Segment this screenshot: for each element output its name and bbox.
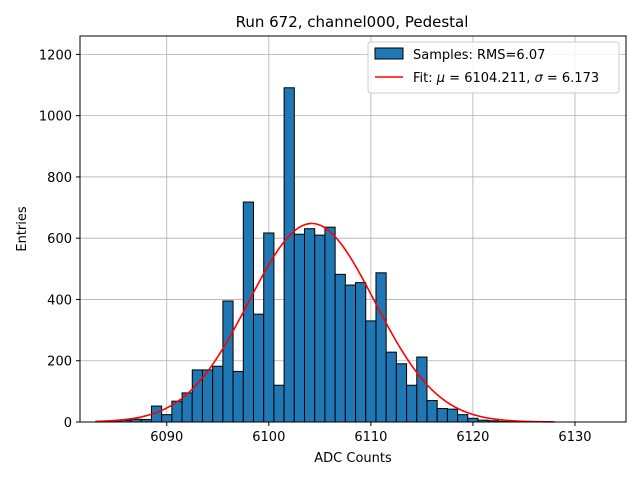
histogram-bar bbox=[395, 363, 408, 423]
fit-curve bbox=[95, 222, 555, 423]
histogram-bars bbox=[99, 87, 520, 423]
histogram-bar bbox=[314, 234, 326, 423]
histogram-bar bbox=[344, 284, 357, 423]
y-tick-label: 200 bbox=[47, 355, 72, 370]
histogram-bar bbox=[304, 228, 316, 423]
axis-ticks: 6090 6100 6110 6120 6130 0 200 400 600 800 1000 120… bbox=[39, 48, 592, 445]
legend-fit-label: Fit: μ = 6104.211, σ = 6.173 bbox=[413, 71, 599, 86]
histogram-bar bbox=[385, 351, 397, 423]
x-tick-label: 6090 bbox=[150, 430, 183, 445]
histogram-bar bbox=[222, 300, 234, 423]
histogram-bar bbox=[283, 87, 295, 423]
histogram-bar bbox=[201, 369, 214, 423]
y-tick-label: 0 bbox=[64, 416, 72, 431]
y-tick-label: 400 bbox=[47, 293, 72, 308]
histogram-bar bbox=[355, 282, 367, 423]
histogram-bar bbox=[242, 201, 254, 423]
histogram-bar bbox=[324, 226, 336, 423]
histogram-bar bbox=[416, 356, 428, 423]
y-tick-label: 1000 bbox=[39, 110, 72, 125]
histogram-bar bbox=[436, 408, 448, 423]
histogram-bar bbox=[334, 273, 346, 423]
histogram-bar bbox=[232, 370, 244, 423]
x-tick-label: 6100 bbox=[252, 430, 285, 445]
legend-samples-label: Samples: RMS=6.07 bbox=[413, 48, 545, 63]
y-tick-label: 800 bbox=[47, 171, 72, 186]
y-tick-label: 600 bbox=[47, 232, 72, 247]
x-tick-label: 6120 bbox=[456, 430, 489, 445]
histogram-bar bbox=[457, 414, 469, 423]
legend-fit-sigma-symbol: σ bbox=[535, 71, 544, 86]
histogram-bar bbox=[365, 320, 377, 423]
histogram-bar bbox=[293, 233, 306, 423]
legend-fit-mu-symbol: μ bbox=[436, 71, 445, 86]
x-axis-label: ADC Counts bbox=[314, 451, 392, 466]
chart-title: Run 672, channel000, Pedestal bbox=[236, 13, 469, 31]
histogram-bar bbox=[375, 272, 387, 423]
histogram-bar bbox=[252, 313, 265, 423]
legend: Samples: RMS=6.07 Fit: μ = 6104.211, σ =… bbox=[367, 41, 620, 94]
y-axis-label: Entries bbox=[15, 206, 30, 252]
legend-samples-swatch bbox=[374, 47, 404, 60]
plot-frame bbox=[79, 35, 627, 423]
histogram-bar bbox=[467, 417, 479, 423]
histogram-bar bbox=[273, 384, 285, 423]
histogram-bar bbox=[263, 232, 275, 423]
y-tick-label: 1200 bbox=[39, 48, 72, 63]
histogram-bar bbox=[446, 408, 459, 423]
x-tick-label: 6110 bbox=[354, 430, 387, 445]
x-tick-label: 6130 bbox=[558, 430, 591, 445]
fit-curve-group bbox=[95, 222, 555, 423]
legend-box bbox=[367, 41, 620, 94]
histogram-bar bbox=[212, 365, 224, 423]
legend-fit-mu-value: = 6104.211, bbox=[445, 71, 534, 86]
histogram-bar bbox=[161, 414, 173, 423]
legend-fit-prefix: Fit: bbox=[413, 71, 437, 86]
histogram-bar bbox=[406, 384, 418, 423]
histogram-bar bbox=[426, 400, 438, 423]
histogram-bar bbox=[191, 369, 203, 423]
legend-fit-sigma-value: = 6.173 bbox=[543, 71, 599, 86]
